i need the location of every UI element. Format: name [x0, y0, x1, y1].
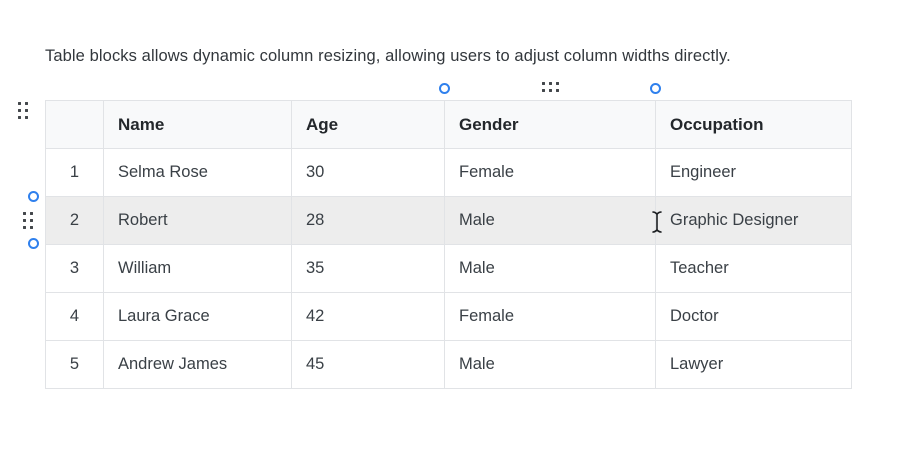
table-block: Name Age Gender Occupation 1 Selma Rose …	[45, 100, 852, 389]
column-drag-handle-icon[interactable]	[542, 82, 559, 92]
text-cursor-icon	[652, 211, 662, 233]
table-row-selected: 2 Robert 28 Male Graphic Designer	[45, 196, 852, 245]
row-number-cell: 4	[45, 292, 104, 341]
name-cell[interactable]: Laura Grace	[103, 292, 292, 341]
name-cell[interactable]: Robert	[103, 196, 292, 245]
age-cell[interactable]: 28	[291, 196, 445, 245]
name-cell[interactable]: Selma Rose	[103, 148, 292, 197]
age-cell[interactable]: 30	[291, 148, 445, 197]
table-header-row: Name Age Gender Occupation	[45, 100, 852, 149]
header-age[interactable]: Age	[291, 100, 445, 149]
occupation-cell[interactable]: Graphic Designer	[655, 196, 852, 245]
gender-cell[interactable]: Male	[444, 196, 656, 245]
age-cell[interactable]: 45	[291, 340, 445, 389]
row-number-cell: 3	[45, 244, 104, 293]
row-resize-handle-top[interactable]	[28, 191, 39, 202]
table-row: 3 William 35 Male Teacher	[45, 244, 852, 293]
header-name[interactable]: Name	[103, 100, 292, 149]
gender-cell[interactable]: Female	[444, 148, 656, 197]
name-cell[interactable]: William	[103, 244, 292, 293]
gender-cell[interactable]: Female	[444, 292, 656, 341]
header-gender[interactable]: Gender	[444, 100, 656, 149]
gender-cell[interactable]: Male	[444, 244, 656, 293]
name-cell[interactable]: Andrew James	[103, 340, 292, 389]
description-text: Table blocks allows dynamic column resiz…	[45, 47, 731, 65]
age-cell[interactable]: 42	[291, 292, 445, 341]
row-number-cell: 1	[45, 148, 104, 197]
row-number-cell: 2	[45, 196, 104, 245]
column-resize-handle-right[interactable]	[650, 83, 661, 94]
occupation-cell[interactable]: Teacher	[655, 244, 852, 293]
row-number-cell: 5	[45, 340, 104, 389]
header-occupation[interactable]: Occupation	[655, 100, 852, 149]
table-row: 4 Laura Grace 42 Female Doctor	[45, 292, 852, 341]
occupation-cell[interactable]: Engineer	[655, 148, 852, 197]
table-row: 1 Selma Rose 30 Female Engineer	[45, 148, 852, 197]
row-drag-handle-icon[interactable]	[23, 212, 33, 229]
age-cell[interactable]: 35	[291, 244, 445, 293]
row-resize-handle-bottom[interactable]	[28, 238, 39, 249]
occupation-cell[interactable]: Doctor	[655, 292, 852, 341]
table-drag-handle-icon[interactable]	[18, 102, 28, 119]
header-row-number	[45, 100, 104, 149]
occupation-cell[interactable]: Lawyer	[655, 340, 852, 389]
table-row: 5 Andrew James 45 Male Lawyer	[45, 340, 852, 389]
column-resize-handle-left[interactable]	[439, 83, 450, 94]
gender-cell[interactable]: Male	[444, 340, 656, 389]
